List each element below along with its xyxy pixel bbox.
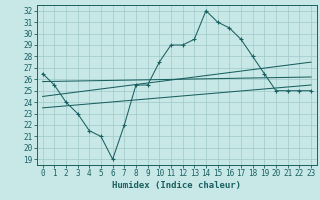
X-axis label: Humidex (Indice chaleur): Humidex (Indice chaleur)	[112, 181, 241, 190]
